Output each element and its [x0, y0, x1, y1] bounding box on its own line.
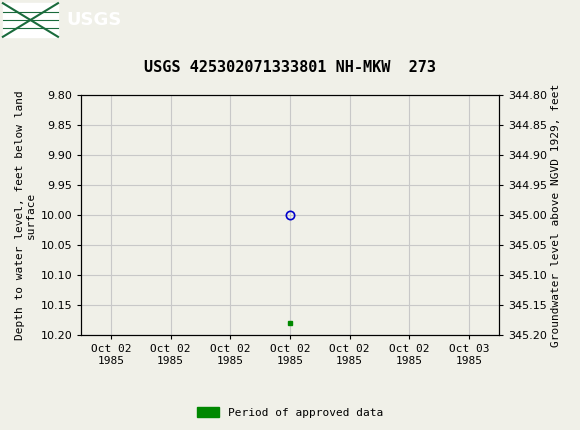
Y-axis label: Groundwater level above NGVD 1929, feet: Groundwater level above NGVD 1929, feet — [551, 83, 561, 347]
Legend: Period of approved data: Period of approved data — [193, 403, 387, 422]
Y-axis label: Depth to water level, feet below land
surface: Depth to water level, feet below land su… — [14, 90, 37, 340]
Text: USGS: USGS — [67, 11, 122, 29]
Bar — [3, 3, 58, 37]
Text: USGS 425302071333801 NH-MKW  273: USGS 425302071333801 NH-MKW 273 — [144, 60, 436, 75]
